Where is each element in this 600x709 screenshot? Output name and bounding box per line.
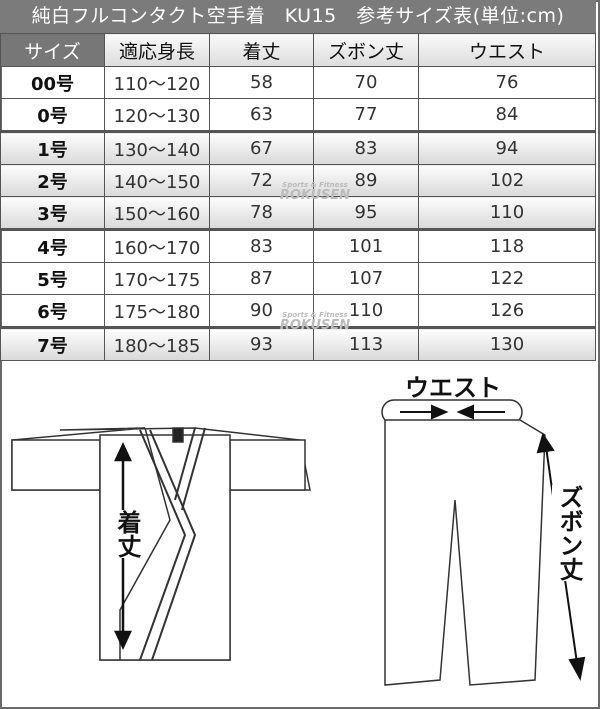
value-cell: 67 (209, 130, 314, 165)
value-cell: 87 (209, 262, 314, 295)
jacket-length-label: 着丈 (110, 510, 145, 558)
garment-diagram: ウエスト 着丈 ズボン丈 (0, 360, 600, 709)
garment-drawing (11, 399, 586, 686)
value-cell: 180～185 (104, 326, 210, 361)
value-cell: 130 (418, 326, 596, 361)
size-cell: 00号 (0, 66, 105, 99)
value-cell: 122 (418, 262, 596, 295)
value-cell: 83 (209, 228, 314, 263)
column-header: サイズ (0, 33, 105, 67)
value-cell: 76 (418, 66, 596, 99)
size-cell: 5号 (0, 262, 105, 295)
size-cell: 2号 (0, 164, 105, 197)
value-cell: 78 (209, 196, 314, 230)
column-header: 適応身長 (104, 33, 210, 67)
value-cell: 113 (313, 326, 419, 361)
value-cell: 63 (209, 98, 314, 132)
chart-title: 純白フルコンタクト空手着 KU15 参考サイズ表(単位:cm) (0, 0, 596, 33)
waist-arrows (400, 404, 505, 420)
value-cell: 130～140 (104, 130, 210, 165)
value-cell: 102 (418, 164, 596, 197)
waist-label: ウエスト (405, 374, 501, 402)
value-cell: 110 (313, 294, 419, 328)
size-cell: 3号 (0, 196, 105, 230)
value-cell: 89 (313, 164, 419, 197)
column-header: ズボン丈 (313, 33, 419, 67)
size-cell: 0号 (0, 98, 105, 132)
value-cell: 93 (209, 326, 314, 361)
value-cell: 126 (418, 294, 596, 328)
value-cell: 83 (313, 130, 419, 165)
value-cell: 70 (313, 66, 419, 99)
table-row: 00号 110～120 58 70 76 (0, 66, 596, 99)
jacket-drawing (11, 427, 311, 661)
value-cell: 72 (209, 164, 314, 197)
column-header: 着丈 (209, 33, 314, 67)
value-cell: 170～175 (104, 262, 210, 295)
value-cell: 101 (313, 228, 419, 263)
table-row: 0号 120～130 63 77 84 (0, 98, 596, 132)
value-cell: 107 (313, 262, 419, 295)
size-table: サイズ 適応身長 着丈 ズボン丈 ウエスト 00号 110～120 58 70 76 0号 120～… (0, 33, 596, 361)
value-cell: 84 (418, 98, 596, 132)
table-row: 7号 180～185 93 113 130 (0, 326, 596, 361)
value-cell: 110 (418, 196, 596, 230)
size-cell: 4号 (0, 228, 105, 263)
table-row: 3号 150～160 78 95 110 (0, 196, 596, 230)
value-cell: 140～150 (104, 164, 210, 197)
value-cell: 150～160 (104, 196, 210, 230)
value-cell: 58 (209, 66, 314, 99)
value-cell: 110～120 (104, 66, 210, 99)
pants-drawing (381, 399, 546, 686)
table-row: 1号 130～140 67 83 94 (0, 130, 596, 165)
header-row: サイズ 適応身長 着丈 ズボン丈 ウエスト (0, 33, 596, 67)
pants-length-label: ズボン丈 (552, 485, 587, 581)
value-cell: 175～180 (104, 294, 210, 328)
value-cell: 77 (313, 98, 419, 132)
value-cell: 118 (418, 228, 596, 263)
table-row: 5号 170～175 87 107 122 (0, 262, 596, 295)
value-cell: 94 (418, 130, 596, 165)
table-row: 6号 175～180 90 110 126 (0, 294, 596, 328)
size-cell: 6号 (0, 294, 105, 328)
value-cell: 160～170 (104, 228, 210, 263)
value-cell: 90 (209, 294, 314, 328)
size-cell: 1号 (0, 130, 105, 165)
table-row: 4号 160～170 83 101 118 (0, 228, 596, 263)
table-row: 2号 140～150 72 89 102 (0, 164, 596, 197)
value-cell: 120～130 (104, 98, 210, 132)
column-header: ウエスト (418, 33, 596, 67)
size-cell: 7号 (0, 326, 105, 361)
value-cell: 95 (313, 196, 419, 230)
